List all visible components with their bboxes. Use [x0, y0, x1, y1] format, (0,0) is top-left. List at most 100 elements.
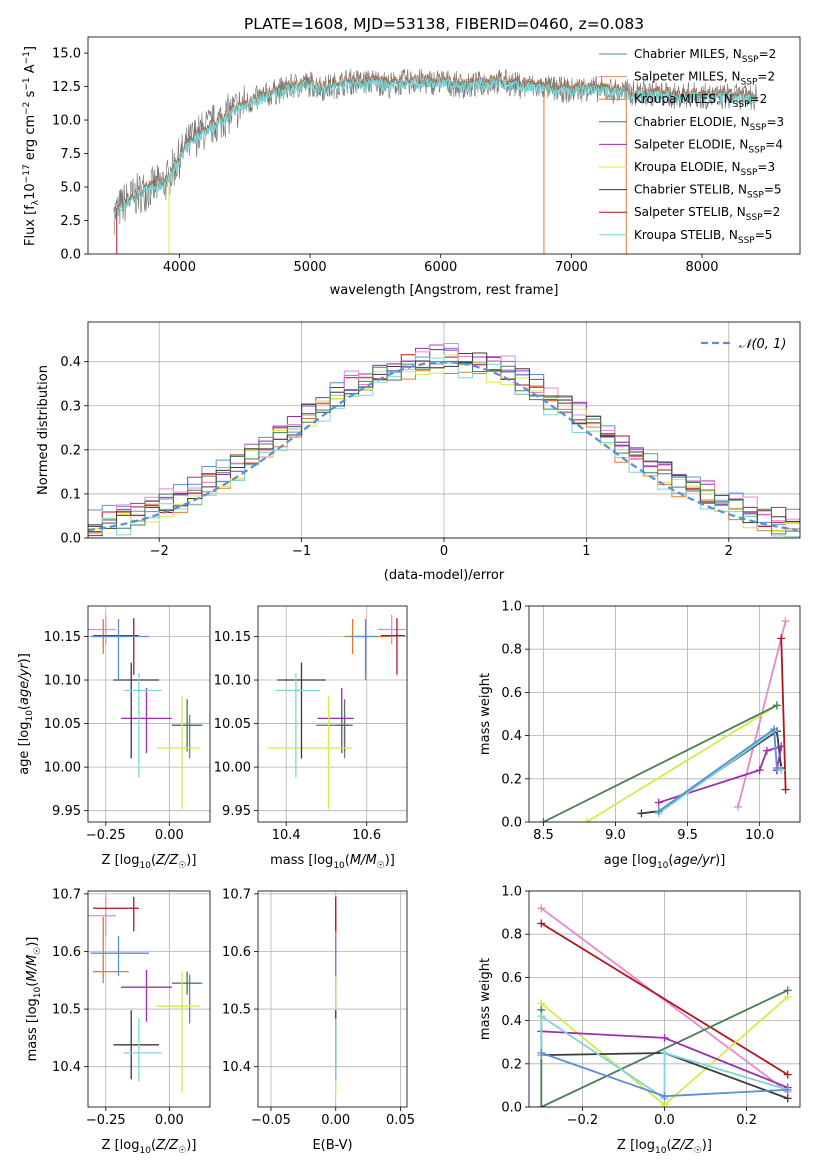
x-tick-label: 0.00 — [321, 1113, 350, 1128]
y-tick-label: 0.0 — [60, 248, 81, 263]
y-tick-label: 5.0 — [60, 181, 81, 196]
y-tick-label: 0.2 — [501, 772, 522, 787]
x-tick-label: −0.25 — [86, 828, 126, 843]
y-tick-label: 10.4 — [222, 1060, 251, 1075]
y-tick-label: 10.7 — [52, 887, 81, 902]
weight-line — [540, 907, 789, 1093]
y-tick-label: 0.0 — [501, 1101, 522, 1116]
x-tick-label: 0.00 — [155, 1113, 184, 1128]
x-axis-label: Z [log10(Z/Z☉)] — [102, 853, 197, 871]
y-tick-label: 10.00 — [214, 761, 251, 776]
y-tick-label: 10.5 — [52, 1003, 81, 1018]
y-tick-label: 9.95 — [52, 804, 81, 819]
x-tick-label: 9.5 — [677, 828, 698, 843]
y-tick-label: 0.1 — [60, 487, 81, 502]
x-axis-label: Z [log10(Z/Z☉)] — [617, 1138, 712, 1156]
y-tick-label: 10.10 — [44, 674, 81, 689]
axes-spectrum: 4000 5000 6000 7000 8000 0.0 2.5 5.0 7.5 10.0 12.5… — [22, 36, 801, 298]
y-tick-label: 10.05 — [214, 717, 251, 732]
plot-area — [88, 895, 203, 1093]
weight-line — [543, 704, 778, 822]
legend: 𝒩(0, 1) — [701, 337, 786, 352]
model-spectrum — [113, 75, 758, 219]
y-tick-label: 10.5 — [222, 1003, 251, 1018]
y-tick-label: 0.4 — [501, 729, 522, 744]
legend-entry: Chabrier ELODIE, NSSP=3 — [634, 115, 784, 133]
x-tick-label: 0.2 — [736, 1113, 757, 1128]
y-axis-label: mass weight — [478, 958, 493, 1040]
x-tick-label: 7000 — [555, 260, 588, 275]
y-tick-label: 0.2 — [501, 1057, 522, 1072]
y-axis-label: age [log10(age/yr)] — [17, 653, 35, 775]
y-tick-label: 10.6 — [222, 945, 251, 960]
plot-area — [268, 614, 406, 809]
axes-frame — [257, 605, 408, 823]
x-tick-label: 0.0 — [654, 1113, 675, 1128]
y-tick-label: 1.0 — [501, 600, 522, 615]
axes-frame — [87, 36, 801, 255]
axes-weight-vs-Z: −0.2 0.0 0.2 0.0 0.2 0.4 0.6 0.8 1.0 Z [log10(Z/Z… — [478, 885, 801, 1156]
y-tick-label: 10.6 — [52, 945, 81, 960]
y-tick-label: 0.4 — [60, 355, 81, 370]
observed-spectrum — [113, 68, 758, 236]
y-tick-label: 10.7 — [222, 887, 251, 902]
y-tick-label: 10.05 — [44, 717, 81, 732]
x-tick-label: 10.4 — [272, 828, 301, 843]
y-axis-label: Normed distribution — [36, 365, 51, 495]
figure-title: PLATE=1608, MJD=53138, FIBERID=0460, z=0… — [244, 15, 644, 33]
y-tick-label: 2.5 — [60, 214, 81, 229]
x-tick-label: 4000 — [163, 260, 196, 275]
x-axis-label: mass [log10(M/M☉)] — [270, 853, 395, 871]
plot-area — [539, 617, 790, 822]
legend-entry: Kroupa ELODIE, NSSP=3 — [634, 160, 775, 178]
x-tick-label: −2 — [150, 544, 169, 559]
x-tick-label: 8.5 — [533, 828, 554, 843]
legend: Chabrier MILES, NSSP=2 Salpeter MILES, NS… — [599, 47, 784, 246]
x-tick-label: 8000 — [685, 260, 718, 275]
legend-entry: Salpeter STELIB, NSSP=2 — [634, 205, 780, 223]
plot-area — [88, 614, 203, 809]
y-tick-label: 0.8 — [501, 928, 522, 943]
y-tick-label: 1.0 — [501, 885, 522, 900]
y-tick-label: 10.0 — [52, 114, 81, 129]
axes-age-vs-mass: 10.4 10.6 9.95 10.00 10.05 10.10 10.15 mass [lo… — [214, 605, 408, 871]
y-tick-label: 0.8 — [501, 643, 522, 658]
legend-entry: 𝒩(0, 1) — [739, 337, 786, 352]
legend-entry: Kroupa MILES, NSSP=2 — [634, 92, 767, 110]
y-tick-label: 0.6 — [501, 686, 522, 701]
y-axis-label: Flux [fλ10−17 erg cm−2 s−1 A−1] — [22, 46, 41, 246]
x-axis-label: (data-model)/error — [384, 568, 505, 583]
y-tick-label: 0.2 — [60, 443, 81, 458]
plot-area — [88, 343, 800, 538]
x-axis-label: E(B-V) — [312, 1138, 352, 1153]
residual-histogram — [88, 343, 800, 526]
x-tick-label: −0.25 — [86, 1113, 126, 1128]
y-tick-label: 10.10 — [214, 674, 251, 689]
plot-area — [537, 904, 792, 1107]
weight-line — [780, 638, 787, 790]
weight-line — [658, 729, 782, 815]
y-axis-label: mass weight — [478, 673, 493, 755]
x-tick-label: 10.6 — [352, 828, 381, 843]
x-tick-label: 0 — [440, 544, 448, 559]
axes-age-vs-Z: −0.25 0.00 9.95 10.00 10.05 10.10 10.15 Z [log1… — [17, 605, 211, 871]
x-tick-label: −0.2 — [567, 1113, 599, 1128]
axes-mass-vs-ebv: −0.05 0.00 0.05 10.4 10.5 10.6 10.7 E(B-V) — [222, 887, 415, 1153]
legend-entry: Salpeter MILES, NSSP=2 — [634, 70, 775, 88]
axes-frame — [528, 605, 801, 823]
y-tick-label: 10.15 — [214, 630, 251, 645]
legend-entry: Kroupa STELIB, NSSP=5 — [634, 228, 772, 246]
y-tick-label: 0.0 — [501, 816, 522, 831]
y-tick-label: 10.4 — [52, 1060, 81, 1075]
legend-entry: Chabrier MILES, NSSP=2 — [634, 47, 776, 65]
axes-frame — [87, 890, 211, 1108]
plot-layer: 4000 5000 6000 7000 80000.02.55.07.510.012.5… — [17, 36, 801, 1156]
y-tick-label: 12.5 — [52, 80, 81, 95]
axes-frame — [87, 605, 211, 823]
y-tick-label: 0.3 — [60, 399, 81, 414]
weight-line — [540, 922, 789, 1076]
x-tick-label: −1 — [292, 544, 311, 559]
y-tick-label: 15.0 — [52, 47, 81, 62]
legend-entry: Chabrier STELIB, NSSP=5 — [634, 183, 782, 201]
